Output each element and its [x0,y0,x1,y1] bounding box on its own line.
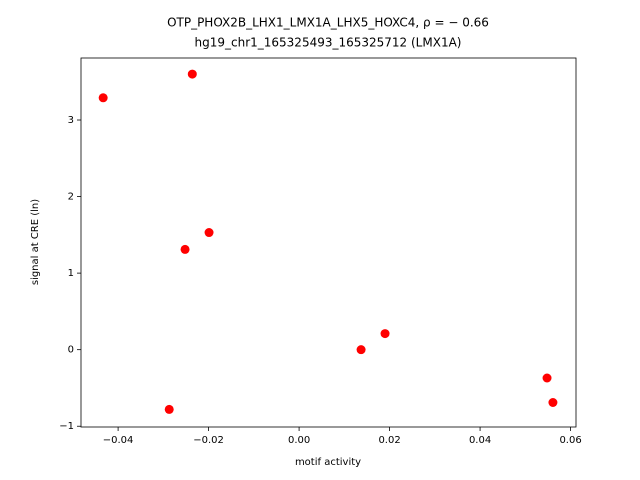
x-tick-label: 0.02 [378,435,400,446]
x-tick-label: 0.06 [559,435,581,446]
point [98,93,108,103]
point [380,329,390,339]
point [356,345,366,355]
point [204,228,214,238]
y-tick-label: 1 [68,268,74,279]
x-tick-label: −0.02 [193,435,224,446]
point [180,244,190,254]
y-tick-label: 2 [68,192,74,203]
point [542,373,552,383]
point [548,398,558,408]
y-tick-label: 3 [68,115,74,126]
point [164,404,174,414]
chart-subtitle: hg19_chr1_165325493_165325712 (LMX1A) [195,36,462,50]
x-axis-label: motif activity [295,457,361,468]
y-axis-label: signal at CRE (ln) [30,199,41,285]
x-tick-label: 0.04 [469,435,491,446]
x-tick-label: 0.00 [288,435,310,446]
x-tick-label: −0.04 [103,435,134,446]
y-tick-label: −1 [59,421,74,432]
point [187,69,197,79]
y-tick-label: 0 [68,345,74,356]
plot-frame [80,57,577,428]
chart-title: OTP_PHOX2B_LHX1_LMX1A_LHX5_HOXC4, ρ = − … [167,16,489,30]
